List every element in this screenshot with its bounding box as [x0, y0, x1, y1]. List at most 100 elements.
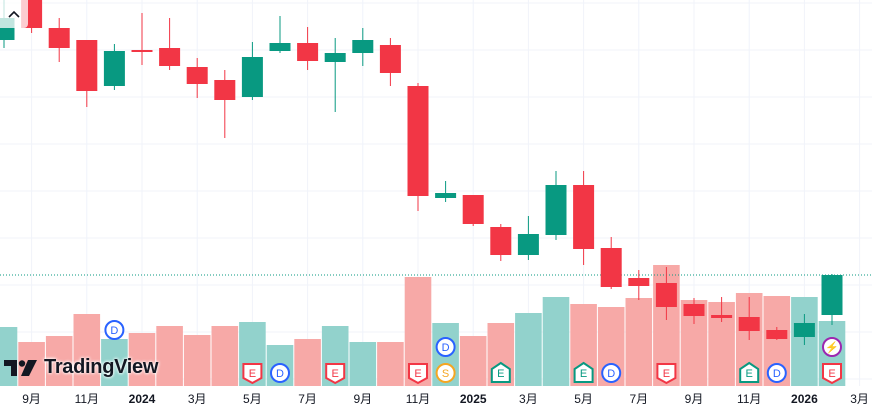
earnings-green-event-marker[interactable]: E [739, 361, 760, 383]
volume-bar [101, 339, 128, 386]
candle-body [517, 234, 539, 255]
event-label: E [663, 368, 670, 380]
earnings-green-event-marker[interactable]: E [573, 361, 594, 383]
event-label: D [110, 325, 118, 337]
dividend-event-marker[interactable]: D [104, 320, 125, 340]
news-event-marker[interactable]: ⚡ [822, 337, 842, 357]
candle-body [76, 40, 98, 91]
candle-body [407, 86, 429, 196]
candle-body [628, 278, 650, 286]
earnings-red-event-marker[interactable]: E [325, 363, 346, 385]
candle [186, 58, 208, 98]
event-label: E [332, 368, 339, 380]
time-axis-label: 5月 [574, 392, 593, 406]
candle-body [711, 315, 733, 318]
candle-body [490, 227, 512, 255]
candle [48, 18, 70, 62]
time-axis-label: 11月 [75, 392, 99, 406]
candle-body [159, 48, 181, 66]
candle [241, 42, 263, 100]
volume-bar [625, 298, 653, 386]
earnings-icon [739, 361, 760, 383]
dividend-event-marker[interactable]: D [766, 363, 787, 383]
time-axis-label: 2024 [129, 392, 156, 406]
dividend-icon [270, 363, 290, 383]
dividend-event-marker[interactable]: D [270, 363, 290, 383]
candle-body [214, 80, 236, 100]
time-axis-label: 3月 [850, 392, 869, 406]
candle [600, 237, 622, 289]
split-icon [435, 363, 456, 383]
earnings-red-event-marker[interactable]: E [408, 363, 428, 385]
candle [435, 181, 457, 202]
volume-bar [349, 342, 377, 386]
event-label: D [773, 368, 781, 380]
time-axis-label: 11月 [737, 392, 761, 406]
dividend-event-marker[interactable]: D [435, 337, 456, 357]
earnings-icon [573, 361, 594, 383]
event-label: S [442, 368, 449, 380]
volume-bar [542, 297, 570, 386]
candle [793, 314, 815, 345]
time-axis-label: 9月 [353, 392, 372, 406]
candle [711, 297, 733, 322]
candle [131, 13, 153, 65]
earnings-red-event-marker[interactable]: E [656, 363, 677, 385]
candle [766, 327, 788, 340]
volume-bar [183, 335, 211, 386]
volume-bar [18, 342, 45, 386]
volume-bar [45, 336, 73, 386]
candle-body [683, 304, 705, 316]
earnings-icon [408, 363, 428, 385]
volume-bar [377, 342, 404, 386]
volume-bar [73, 314, 101, 386]
candle [159, 18, 181, 70]
collapse-button[interactable] [0, 0, 28, 28]
candle [214, 70, 236, 138]
volume-bar [459, 336, 487, 386]
time-axis-label: 3月 [519, 392, 538, 406]
candle [462, 195, 484, 226]
candle [352, 28, 374, 66]
chevron-up-icon [8, 10, 20, 18]
event-label: E [746, 368, 753, 380]
candle [821, 274, 843, 325]
volume-bar [211, 326, 239, 386]
candle-body [766, 330, 788, 339]
candle [76, 40, 98, 107]
volume-bar [156, 326, 183, 386]
dividend-icon [435, 337, 456, 357]
candle [407, 83, 429, 211]
candle [517, 216, 539, 260]
volume-bar [128, 333, 156, 386]
candle-body [324, 53, 346, 62]
dividend-event-marker[interactable]: D [601, 363, 622, 383]
earnings-green-event-marker[interactable]: E [490, 361, 511, 383]
event-label: E [414, 368, 421, 380]
earnings-red-event-marker[interactable]: E [242, 363, 263, 385]
candle-body [352, 40, 374, 53]
dividend-icon [601, 363, 622, 383]
candle-body [241, 57, 263, 97]
candle [269, 16, 291, 53]
time-axis-label: 7月 [629, 392, 648, 406]
candle-body [297, 43, 319, 61]
candle-body [462, 195, 484, 224]
earnings-icon [656, 363, 677, 385]
event-label: E [497, 368, 504, 380]
time-axis-label: 3月 [188, 392, 207, 406]
candle-body [131, 50, 153, 52]
lightning-icon [822, 337, 842, 357]
candle [324, 38, 346, 112]
earnings-red-event-marker[interactable]: E [822, 363, 842, 385]
time-axis-label: 7月 [298, 392, 317, 406]
time-axis-label: 9月 [685, 392, 704, 406]
candle-body [573, 185, 595, 249]
candle-body [435, 193, 457, 198]
candle-body [103, 51, 125, 86]
candle-body [48, 28, 70, 48]
candle-body [186, 67, 208, 84]
split-event-marker[interactable]: S [435, 363, 456, 383]
earnings-icon [242, 363, 263, 385]
